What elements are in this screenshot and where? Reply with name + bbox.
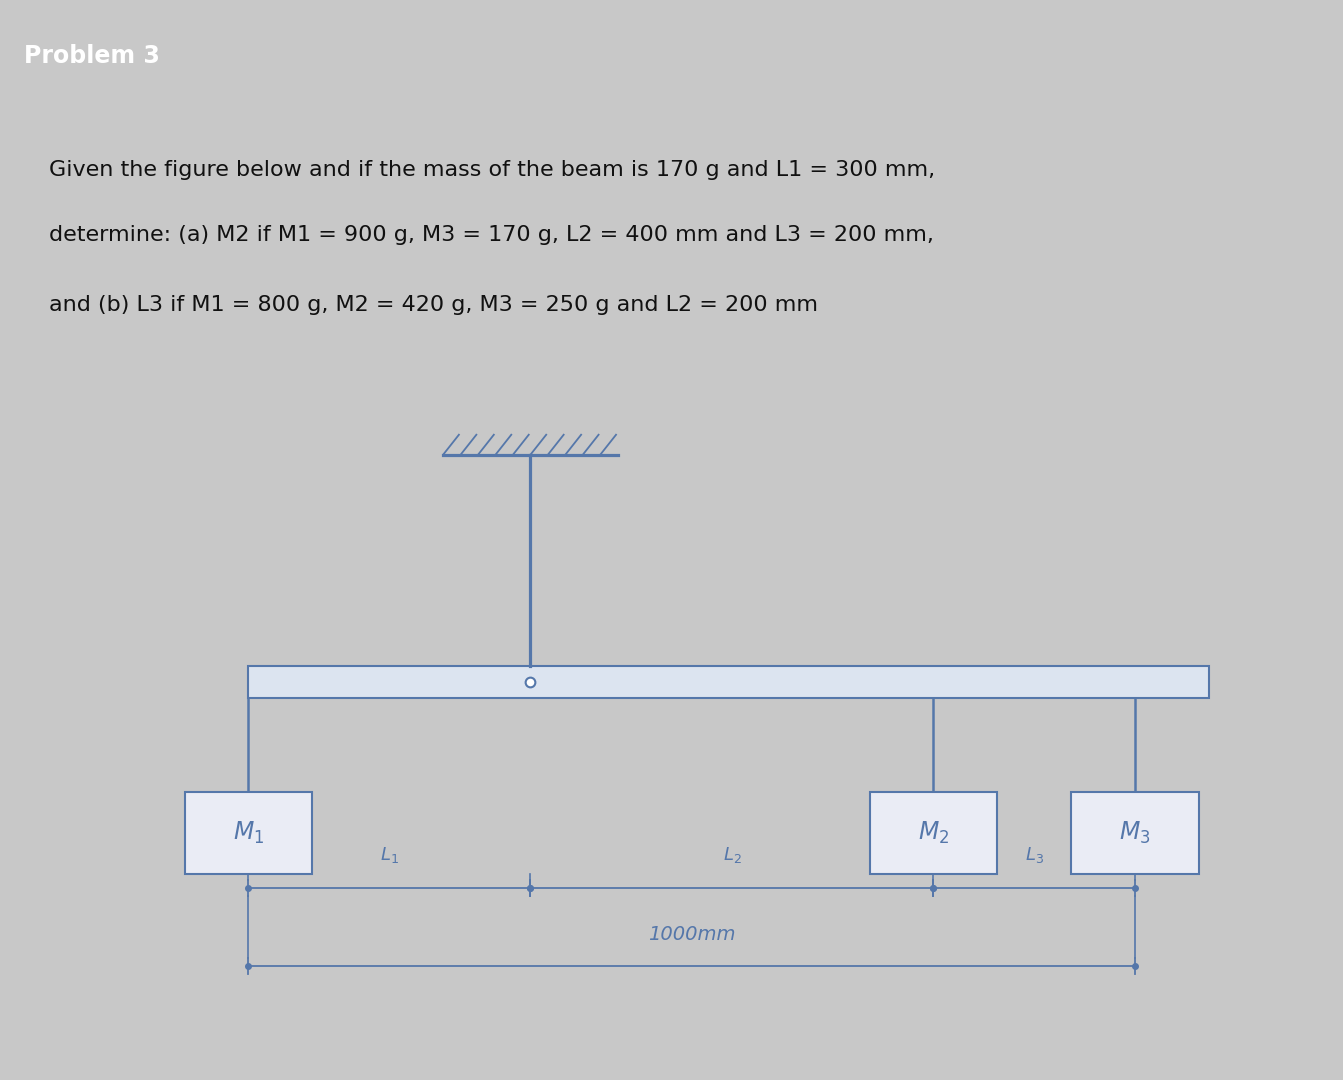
Text: $L_3$: $L_3$ [1025, 846, 1044, 865]
Text: $M_2$: $M_2$ [917, 820, 950, 846]
Bar [1072, 793, 1199, 874]
Text: $L_1$: $L_1$ [380, 846, 399, 865]
Text: Given the figure below and if the mass of the beam is 170 g and L1 = 300 mm,: Given the figure below and if the mass o… [48, 160, 935, 180]
Text: $M_3$: $M_3$ [1119, 820, 1151, 846]
Bar [248, 666, 1209, 698]
Text: $L_2$: $L_2$ [723, 846, 741, 865]
Text: 1000mm: 1000mm [647, 924, 736, 944]
Text: determine: (a) M2 if M1 = 900 g, M3 = 170 g, L2 = 400 mm and L3 = 200 mm,: determine: (a) M2 if M1 = 900 g, M3 = 17… [48, 225, 933, 245]
Text: Problem 3: Problem 3 [24, 44, 160, 68]
Text: $M_1$: $M_1$ [232, 820, 265, 846]
Bar [185, 793, 313, 874]
Text: and (b) L3 if M1 = 800 g, M2 = 420 g, M3 = 250 g and L2 = 200 mm: and (b) L3 if M1 = 800 g, M2 = 420 g, M3… [48, 295, 818, 314]
Bar [870, 793, 997, 874]
